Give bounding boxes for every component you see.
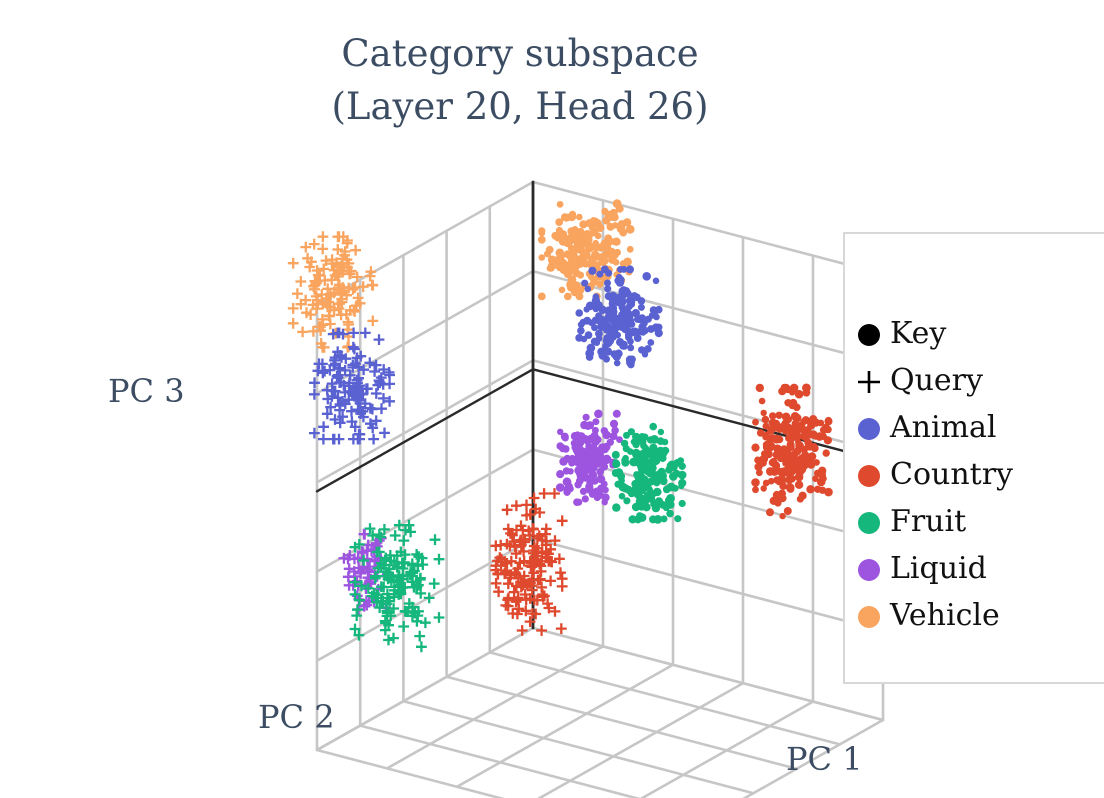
legend-label: Vehicle [890,598,1000,633]
legend-label: Fruit [890,504,967,539]
legend-item-liquid: Liquid [855,545,1104,592]
legend-label: Country [890,457,1014,492]
axis-label-pc1: PC 1 [786,740,863,778]
legend-label: Key [890,316,947,351]
cluster-fruit-query [349,519,445,653]
legend-label: Query [890,363,983,398]
chart-title-line2: (Layer 20, Head 26) [331,84,709,128]
query-marker-icon [855,366,885,396]
category-color-icon [855,601,885,631]
axis-label-pc2: PC 2 [258,698,335,736]
key-marker-icon [855,319,885,349]
legend-item-key: Key [855,310,1104,357]
legend-item-country: Country [855,451,1104,498]
legend-item-vehicle: Vehicle [855,592,1104,639]
category-color-icon [855,507,885,537]
chart-title-line1: Category subspace [341,32,699,75]
chart-title: Category subspace (Layer 20, Head 26) [120,28,920,133]
legend: Key Query Animal Country Fruit Liquid Vehicle [843,232,1104,684]
legend-label: Liquid [890,551,987,586]
cluster-country-query [490,488,568,636]
cluster-animal-key [575,265,663,369]
category-color-icon [855,554,885,584]
cluster-fruit-key [611,422,687,524]
cluster-vehicle-query [287,231,379,353]
cluster-country-key [751,383,833,520]
category-color-icon [855,460,885,490]
category-color-icon [855,413,885,443]
legend-item-fruit: Fruit [855,498,1104,545]
axis-label-pc3: PC 3 [108,372,185,410]
legend-item-animal: Animal [855,404,1104,451]
cluster-liquid-key [555,409,623,507]
legend-label: Animal [890,410,997,445]
legend-item-query: Query [855,357,1104,404]
cluster-animal-query [309,327,395,445]
